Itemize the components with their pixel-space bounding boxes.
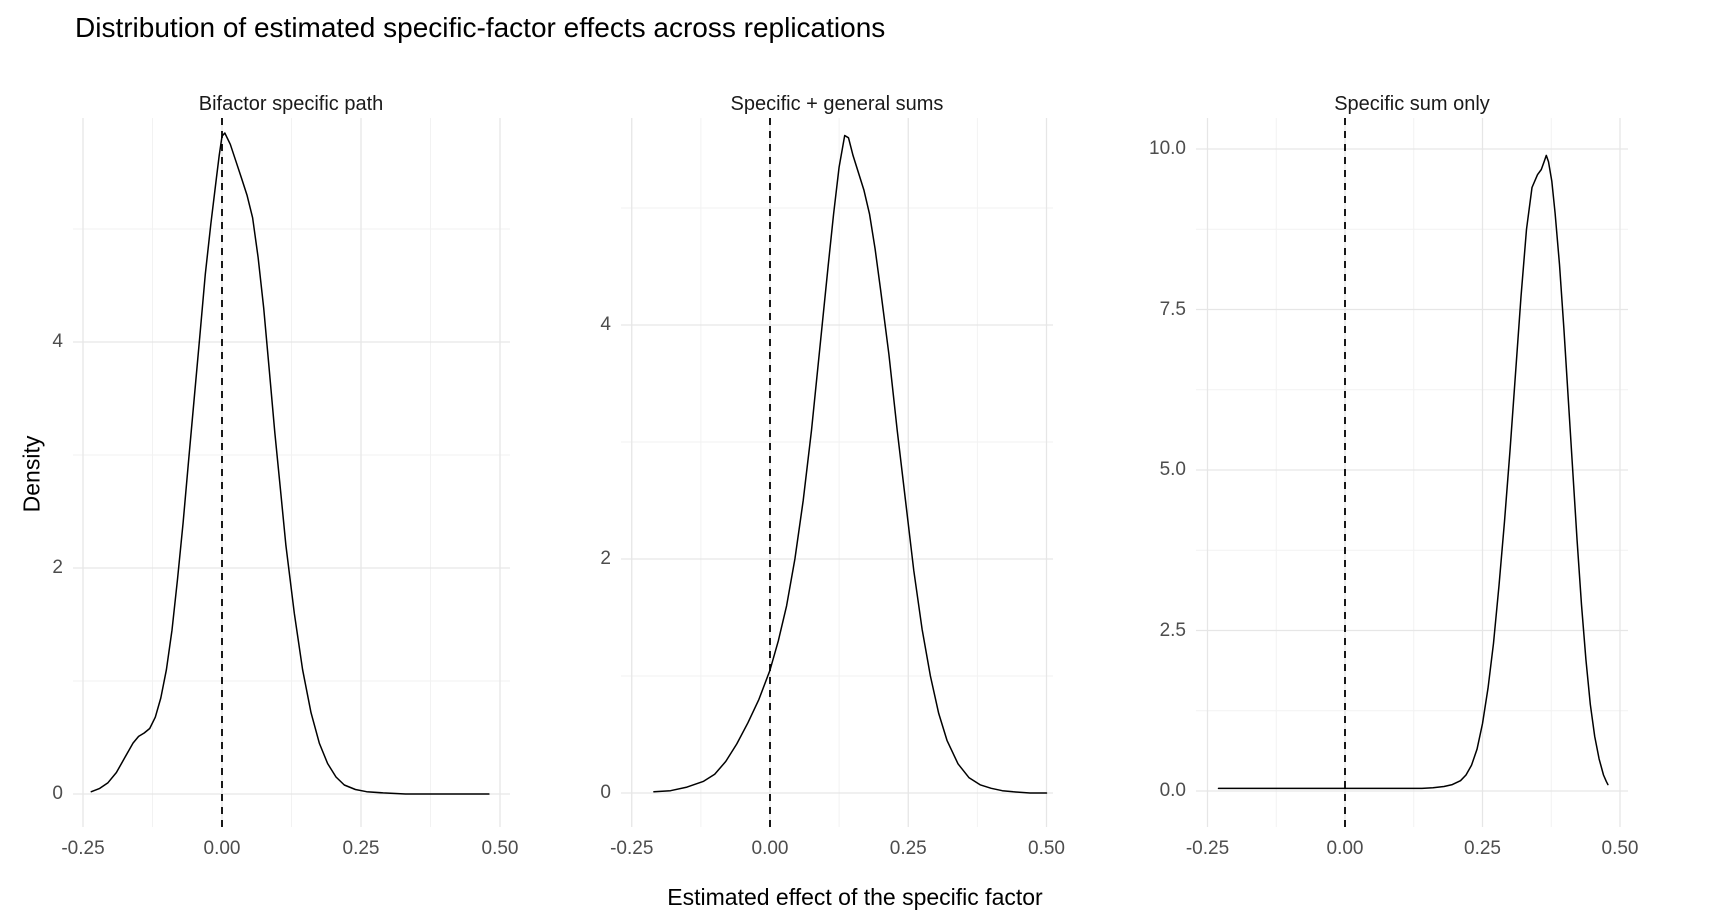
panel-1-x-tick-label: 0.25 (342, 838, 380, 859)
panel-1-minor-gridlines (73, 118, 510, 827)
panel-2 (621, 118, 1053, 829)
panel-3-minor-gridlines (1196, 118, 1628, 827)
panel-3-y-tick-label: 5.0 (1159, 459, 1186, 480)
panel-3-y-tick-label: 10.0 (1149, 138, 1186, 159)
panel-1-major-gridlines (73, 118, 510, 827)
panel-3-y-tick-label: 2.5 (1159, 619, 1186, 641)
panel-2-y-tick-label: 4 (600, 314, 611, 335)
panel-3 (1196, 118, 1628, 829)
panel-3-density-curve (1217, 154, 1609, 790)
panel-2-y-tick-label: 0 (600, 782, 611, 803)
panel-3-major-gridlines (1196, 118, 1628, 827)
y-axis-title: Density (18, 435, 45, 513)
panel-1-x-tick-label: 0.50 (481, 838, 519, 859)
panel-3-y-tick-label: 7.5 (1159, 298, 1186, 320)
panel-1-y-tick-label: 0 (52, 783, 63, 804)
chart-title: Distribution of estimated specific-facto… (75, 12, 886, 43)
x-axis-title: Estimated effect of the specific factor (667, 884, 1043, 910)
panel-2-minor-gridlines (621, 118, 1053, 827)
facet-title-specific-general-sums: Specific + general sums (730, 93, 944, 115)
panel-1-y-tick-label: 4 (52, 331, 63, 352)
panel-3-x-tick-label: 0.00 (1326, 838, 1364, 859)
panel-2-density-curve (653, 134, 1048, 794)
panel-2-x-tick-label: -0.25 (610, 838, 654, 859)
panel-2-y-tick-label: 2 (600, 548, 611, 569)
panel-1-x-tick-label: -0.25 (61, 838, 105, 859)
facet-title-bifactor-specific-path: Bifactor specific path (198, 93, 384, 115)
panel-1 (73, 118, 510, 829)
panel-2-x-tick-label: 0.00 (751, 838, 789, 859)
panel-3-x-tick-label: 0.50 (1601, 838, 1639, 859)
facet-title-specific-sum-only: Specific sum only (1334, 93, 1490, 115)
panel-2-x-tick-label: 0.50 (1028, 838, 1065, 859)
panel-3-x-tick-label: 0.25 (1464, 838, 1501, 859)
panel-3-x-tick-label: -0.25 (1185, 838, 1230, 859)
panel-1-x-tick-label: 0.00 (203, 838, 241, 859)
panel-2-x-tick-label: 0.25 (889, 838, 927, 859)
panel-1-y-tick-label: 2 (52, 557, 63, 578)
panel-3-y-tick-label: 0.0 (1159, 780, 1186, 801)
panel-1-density-curve (90, 132, 490, 795)
panel-2-major-gridlines (621, 118, 1053, 827)
